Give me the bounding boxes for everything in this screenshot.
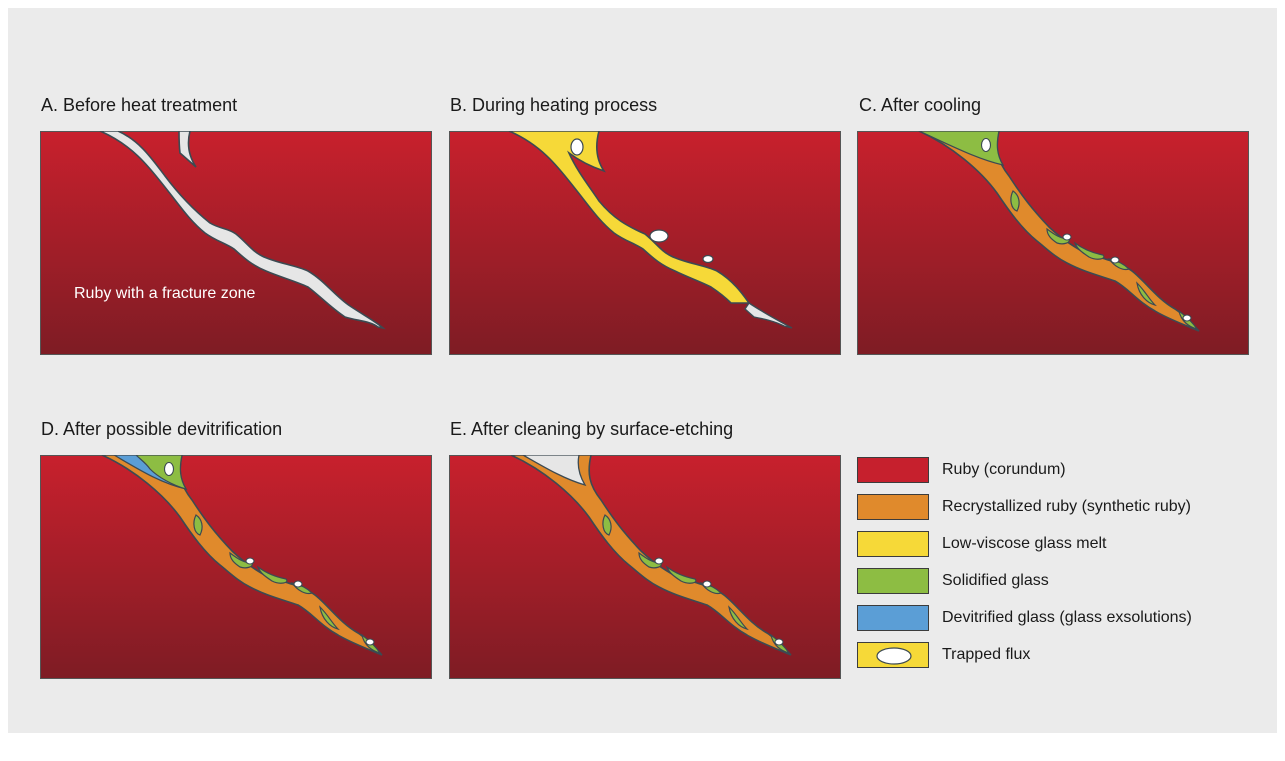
panel-c-title: C. After cooling: [859, 95, 982, 115]
legend-item-ruby: Ruby (corundum): [857, 457, 1257, 485]
solidified-glass: [229, 551, 253, 569]
fracture-remnant: [744, 302, 793, 329]
solidified-glass: [193, 514, 203, 536]
legend-item-solidified-glass: Solidified glass: [857, 568, 1257, 596]
legend-item-devitrified-glass: Devitrified glass (glass exsolutions): [857, 605, 1257, 633]
solidified-glass: [1010, 190, 1020, 212]
trapped-flux: [774, 638, 784, 646]
trapped-flux: [1110, 256, 1120, 264]
solidified-glass: [638, 551, 662, 569]
legend-label: Low-viscose glass melt: [942, 535, 1107, 552]
trapped-flux: [293, 580, 303, 588]
panel-a-title: A. Before heat treatment: [41, 95, 238, 115]
solidified-glass: [1046, 227, 1070, 245]
solidified-glass: [665, 565, 697, 584]
trapped-flux: [702, 580, 712, 588]
trapped-flux: [1182, 314, 1192, 322]
solidified-glass: [918, 131, 1005, 166]
recrystallized-swatch-icon: [857, 494, 929, 520]
panel-d-diagram: [40, 455, 432, 679]
legend-label: Trapped flux: [942, 646, 1031, 663]
trapped-flux: [654, 557, 664, 565]
ruby-swatch-icon: [857, 457, 929, 483]
solidified-glass: [256, 565, 288, 584]
solidified-glass: [1136, 281, 1157, 307]
solidified-glass: [728, 605, 749, 631]
solidified-glass: [1073, 241, 1105, 260]
fracture-annotation: Ruby with a fracture zone: [74, 285, 256, 302]
devitrified-glass-swatch-icon: [857, 605, 929, 631]
trapped-flux-swatch-icon: [857, 642, 929, 668]
panel-a-diagram: Ruby with a fracture zone: [40, 131, 432, 355]
solidified-glass-swatch-icon: [857, 568, 929, 594]
trapped-flux: [702, 254, 714, 264]
etched-cavity: [521, 455, 587, 487]
panel-e-title: E. After cleaning by surface-etching: [450, 419, 734, 439]
trapped-flux: [245, 557, 255, 565]
legend-item-trapped-flux: Trapped flux: [857, 642, 1257, 670]
recrystallized-ruby: [101, 455, 383, 656]
trapped-flux: [1062, 233, 1072, 241]
legend-item-recrystallized: Recrystallized ruby (synthetic ruby): [857, 494, 1257, 522]
trapped-flux: [163, 461, 175, 477]
panel-d-title: D. After possible devitrification: [41, 419, 283, 439]
panel-b-title: B. During heating process: [450, 95, 658, 115]
legend-label: Solidified glass: [942, 572, 1049, 589]
trapped-flux: [980, 137, 992, 153]
legend-item-glass-melt: Low-viscose glass melt: [857, 531, 1257, 559]
solidified-glass: [135, 455, 188, 490]
trapped-flux: [365, 638, 375, 646]
panel-c-diagram: [857, 131, 1249, 355]
solidified-glass: [319, 605, 340, 631]
glass-melt-swatch-icon: [857, 531, 929, 557]
trapped-flux: [649, 229, 669, 243]
legend-label: Ruby (corundum): [942, 461, 1066, 478]
glass-melt-fill: [508, 131, 751, 304]
trapped-flux: [570, 138, 584, 156]
legend-label: Devitrified glass (glass exsolutions): [942, 609, 1192, 626]
panel-b-diagram: [449, 131, 841, 355]
fracture-zone: [99, 131, 386, 330]
recrystallized-ruby: [918, 131, 1200, 332]
solidified-glass: [602, 514, 612, 536]
recrystallized-ruby: [510, 455, 792, 656]
panel-e-diagram: [449, 455, 841, 679]
legend-label: Recrystallized ruby (synthetic ruby): [942, 498, 1191, 515]
